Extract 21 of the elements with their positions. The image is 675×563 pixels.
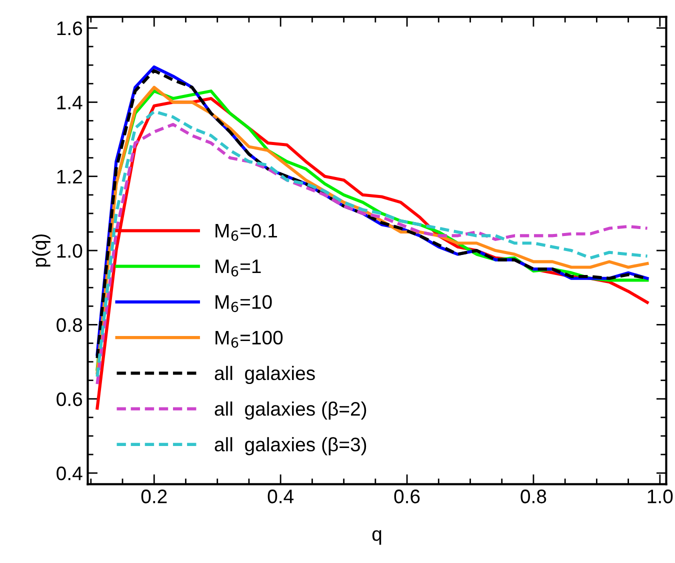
- x-tick-label: 0.6: [394, 490, 420, 504]
- legend-label: all galaxies (β=2): [214, 402, 366, 420]
- y-tick-label: 1.6: [57, 21, 82, 36]
- legend-label: M$_{6}$=1: [216, 260, 261, 276]
- y-tick-label: 1.2: [57, 170, 82, 184]
- legend-label: M$_{6}$=0.1: [216, 224, 278, 241]
- y-axis-title: p(q): [32, 234, 50, 267]
- legend-label: all galaxies: [214, 366, 315, 384]
- x-tick-label: 0.2: [141, 490, 167, 504]
- legend-label: all galaxies (β=3): [214, 437, 366, 456]
- y-tick-label: 0.8: [56, 318, 82, 332]
- legend-label: M$_{6}$=100: [216, 330, 283, 348]
- x-tick-label: 0.4: [268, 490, 294, 504]
- y-tick-label: 1.4: [57, 96, 82, 110]
- y-tick-label: 0.6: [56, 392, 82, 406]
- x-tick-label: 1.0: [648, 490, 673, 504]
- y-tick-label: 0.4: [56, 466, 82, 480]
- x-tick-label: 0.8: [520, 490, 546, 504]
- x-axis-title: q: [372, 530, 382, 545]
- legend-label: M$_{6}$=10: [216, 295, 272, 312]
- y-tick-label: 1.0: [57, 244, 82, 258]
